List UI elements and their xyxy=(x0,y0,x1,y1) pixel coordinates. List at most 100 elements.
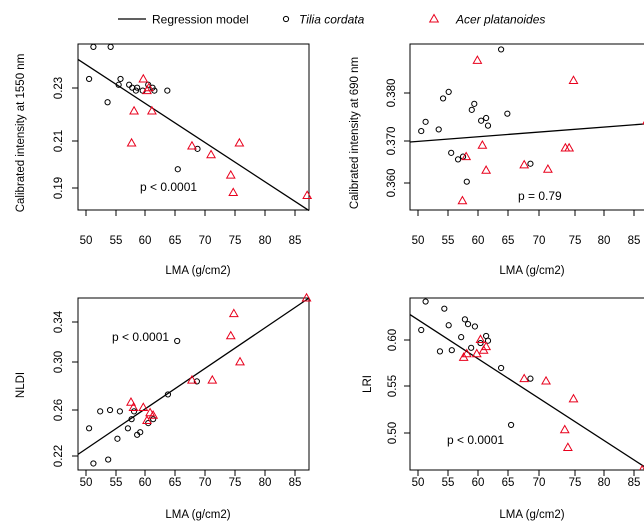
x-tick-label: 50 xyxy=(412,235,425,247)
x-tick-label: 50 xyxy=(80,235,93,247)
acer-point xyxy=(472,55,483,64)
tilia-point xyxy=(448,149,455,156)
tilia-point xyxy=(435,126,442,133)
y-tick-labels: 0.22 0.26 0.30 0.34 xyxy=(53,310,65,467)
x-tick-label: 70 xyxy=(199,235,212,247)
tilia-point xyxy=(145,81,152,88)
tilia-point xyxy=(422,298,429,305)
acer-point xyxy=(187,374,197,384)
acer-point xyxy=(225,169,236,179)
y-tick-label: 0.19 xyxy=(53,177,65,199)
x-tick-label: 60 xyxy=(139,235,152,247)
acer-point xyxy=(207,374,218,384)
tilia-point xyxy=(463,178,470,185)
tilia-point xyxy=(117,75,124,83)
acer-point xyxy=(461,151,472,161)
acer-point xyxy=(475,334,486,344)
y-tick-label: 0.34 xyxy=(53,310,65,333)
tilia-point xyxy=(464,320,472,328)
plot-area xyxy=(410,298,644,470)
legend-label-tilia: Tilia cordata xyxy=(299,13,365,27)
tilia-point xyxy=(107,43,114,51)
y-tick-labels: 0.360 0.370 0.380 xyxy=(386,79,398,198)
acer-point xyxy=(302,190,313,199)
tilia-point xyxy=(441,305,448,312)
p-value-annotation: p < 0.0001 xyxy=(447,433,504,447)
acer-point xyxy=(143,82,154,92)
tilia-point xyxy=(418,127,425,135)
acer-point xyxy=(142,415,152,425)
panel-lri: LRI LMA (g/cm2) p < 0.0001 50 55 60 65 7… xyxy=(362,297,644,521)
tilia-point xyxy=(164,87,171,94)
tilia-point xyxy=(164,391,172,398)
acer-point xyxy=(559,424,570,434)
tilia-point xyxy=(436,348,444,355)
tilia-point xyxy=(471,100,478,107)
x-tick-label: 55 xyxy=(442,235,455,247)
tilia-point xyxy=(104,99,111,106)
acer-point xyxy=(206,149,217,159)
acer-point xyxy=(234,137,245,147)
y-axis-label: Calibrated intensity at 1550 nm xyxy=(15,54,27,213)
tilia-point xyxy=(498,364,505,372)
tilia-point xyxy=(97,408,104,415)
x-tick-label: 65 xyxy=(502,235,515,247)
y-axis-label: LRI xyxy=(362,375,374,393)
tilia-point xyxy=(106,406,114,414)
acer-point xyxy=(228,308,239,318)
tilia-point xyxy=(90,43,97,51)
x-tick-label: 75 xyxy=(229,477,242,489)
acer-point xyxy=(146,105,157,115)
x-tick-label: 85 xyxy=(289,235,302,247)
acer-point xyxy=(564,142,575,152)
panel-1550nm: Calibrated intensity at 1550 nm LMA (g/c… xyxy=(15,43,313,277)
acer-point xyxy=(457,195,468,205)
x-axis-label: LMA (g/cm2) xyxy=(165,509,230,521)
x-tick-label: 80 xyxy=(598,235,611,247)
tilia-point xyxy=(114,435,121,442)
tilia-point xyxy=(507,421,515,429)
tilia-point xyxy=(128,416,135,423)
y-tick-label: 0.22 xyxy=(53,445,65,467)
tilia-point xyxy=(174,337,181,345)
tilia-point xyxy=(458,334,465,341)
acer-point xyxy=(138,73,149,83)
p-value-annotation: p < 0.0001 xyxy=(112,330,169,344)
x-tick-label: 60 xyxy=(472,235,485,247)
x-tick-label: 75 xyxy=(569,477,582,489)
tilia-point xyxy=(132,87,140,94)
tilia-point xyxy=(504,110,511,117)
tilia-point xyxy=(498,46,505,53)
y-axis-label: Calibrated intensity at 690 nm xyxy=(349,57,361,209)
x-tick-label: 60 xyxy=(472,477,485,489)
acer-point xyxy=(519,373,530,383)
regression-line xyxy=(410,123,644,143)
tilia-point xyxy=(439,95,447,102)
plot-frame xyxy=(77,43,310,211)
x-tick-label: 60 xyxy=(139,477,152,489)
tilia-point xyxy=(105,456,112,463)
acer-point xyxy=(568,393,579,403)
x-tick-label: 65 xyxy=(502,477,515,489)
plot-frame xyxy=(409,43,644,211)
x-tick-label: 55 xyxy=(442,477,455,489)
x-tick-label: 80 xyxy=(259,477,272,489)
tilia-point xyxy=(115,81,122,88)
acer-point xyxy=(477,140,488,149)
acer-point xyxy=(481,341,492,351)
tilia-point xyxy=(484,122,492,129)
x-tick-label: 50 xyxy=(80,477,93,489)
panel-690nm: Calibrated intensity at 690 nm LMA (g/cm… xyxy=(349,43,644,277)
acer-point xyxy=(541,375,551,385)
acer-point xyxy=(187,140,197,150)
acer-point xyxy=(471,348,482,358)
acer-point xyxy=(568,75,579,84)
acer-point xyxy=(542,163,553,173)
tilia-point xyxy=(477,339,484,347)
tilia-point xyxy=(527,375,534,382)
acer-point xyxy=(639,464,644,470)
acer-point xyxy=(235,356,245,366)
tilia-point xyxy=(445,322,452,329)
acer-point xyxy=(461,348,472,358)
y-tick-label: 0.30 xyxy=(53,351,65,373)
